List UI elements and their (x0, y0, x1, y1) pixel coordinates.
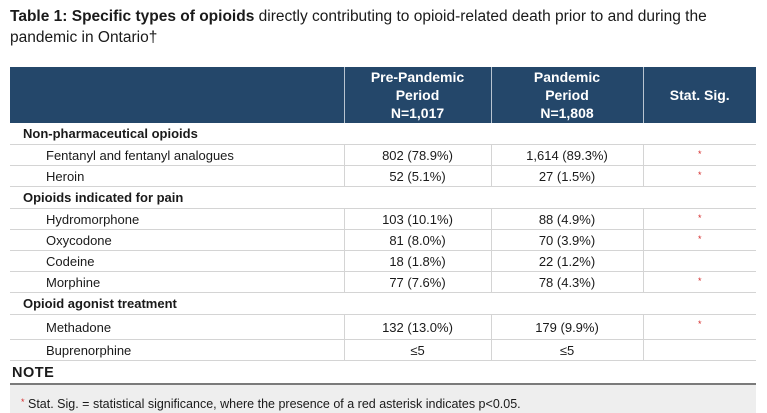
row-label: Heroin (10, 165, 344, 187)
pandemic-value: 70 (3.9%) (490, 229, 643, 251)
section-row: Opioids indicated for pain (10, 186, 756, 209)
pre-pandemic-value: 81 (8.0%) (343, 229, 491, 251)
table-caption: Table 1: Specific types of opioids direc… (10, 6, 760, 48)
stat-sig-asterisk (642, 339, 756, 361)
stat-sig-asterisk: * (642, 208, 756, 230)
pre-pandemic-value: 103 (10.1%) (343, 208, 491, 230)
header-blank (10, 67, 345, 123)
section-row: Non-pharmaceutical opioids (10, 123, 756, 145)
pre-pandemic-value: ≤5 (343, 339, 491, 361)
note-description: Stat. Sig. = statistical significance, w… (24, 397, 521, 411)
opioid-table: Pre-Pandemic Period N=1,017 Pandemic Per… (10, 67, 756, 361)
row-label: Buprenorphine (10, 339, 344, 361)
note-heading: NOTE (12, 365, 55, 381)
header-pandemic-line2: Period (545, 87, 589, 103)
pre-pandemic-value: 77 (7.6%) (343, 271, 491, 293)
pandemic-value: ≤5 (490, 339, 643, 361)
table-row: Methadone 132 (13.0%) 179 (9.9%) * (10, 314, 756, 340)
pandemic-value: 1,614 (89.3%) (490, 144, 643, 166)
row-label: Codeine (10, 250, 344, 272)
header-pandemic: Pandemic Period N=1,808 (491, 67, 644, 123)
row-label: Fentanyl and fentanyl analogues (10, 144, 344, 166)
pandemic-value: 27 (1.5%) (490, 165, 643, 187)
section-title: Non-pharmaceutical opioids (10, 123, 756, 145)
stat-sig-asterisk (642, 250, 756, 272)
section-title: Opioids indicated for pain (10, 186, 756, 209)
stat-sig-asterisk: * (642, 165, 756, 187)
note-asterisk: * (21, 397, 25, 407)
stat-sig-asterisk: * (642, 271, 756, 293)
header-row: Pre-Pandemic Period N=1,017 Pandemic Per… (10, 67, 756, 123)
pandemic-value: 179 (9.9%) (490, 314, 643, 340)
header-pre-pandemic: Pre-Pandemic Period N=1,017 (344, 67, 492, 123)
header-pre-line1: Pre-Pandemic (370, 69, 465, 85)
header-pre-line3: N=1,017 (390, 105, 445, 121)
table-row: Codeine 18 (1.8%) 22 (1.2%) (10, 250, 756, 272)
pre-pandemic-value: 52 (5.1%) (343, 165, 491, 187)
row-label: Methadone (10, 314, 344, 340)
note-divider (10, 383, 756, 385)
pandemic-value: 22 (1.2%) (490, 250, 643, 272)
header-pre-line2: Period (395, 87, 440, 103)
pandemic-value: 78 (4.3%) (490, 271, 643, 293)
note-text: * Stat. Sig. = statistical significance,… (21, 397, 521, 411)
row-label: Hydromorphone (10, 208, 344, 230)
header-pandemic-line3: N=1,808 (540, 105, 594, 121)
pandemic-value: 88 (4.9%) (490, 208, 643, 230)
stat-sig-asterisk: * (642, 229, 756, 251)
note-box: * Stat. Sig. = statistical significance,… (10, 385, 756, 413)
table-row: Fentanyl and fentanyl analogues 802 (78.… (10, 144, 756, 166)
row-label: Oxycodone (10, 229, 344, 251)
table-row: Oxycodone 81 (8.0%) 70 (3.9%) * (10, 229, 756, 251)
pre-pandemic-value: 18 (1.8%) (343, 250, 491, 272)
section-title: Opioid agonist treatment (10, 292, 756, 315)
stat-sig-asterisk: * (642, 314, 756, 340)
pre-pandemic-value: 132 (13.0%) (343, 314, 491, 340)
header-pandemic-line1: Pandemic (533, 69, 601, 85)
header-stat-sig: Stat. Sig. (643, 67, 756, 123)
section-row: Opioid agonist treatment (10, 292, 756, 315)
caption-title: Table 1: Specific types of opioids (10, 8, 255, 25)
stat-sig-asterisk: * (642, 144, 756, 166)
table-row: Buprenorphine ≤5 ≤5 (10, 339, 756, 361)
table-row: Heroin 52 (5.1%) 27 (1.5%) * (10, 165, 756, 187)
row-label: Morphine (10, 271, 344, 293)
caption-description: directly contributing to opioid-related … (10, 8, 707, 46)
table-row: Hydromorphone 103 (10.1%) 88 (4.9%) * (10, 208, 756, 230)
table-row: Morphine 77 (7.6%) 78 (4.3%) * (10, 271, 756, 293)
pre-pandemic-value: 802 (78.9%) (343, 144, 491, 166)
